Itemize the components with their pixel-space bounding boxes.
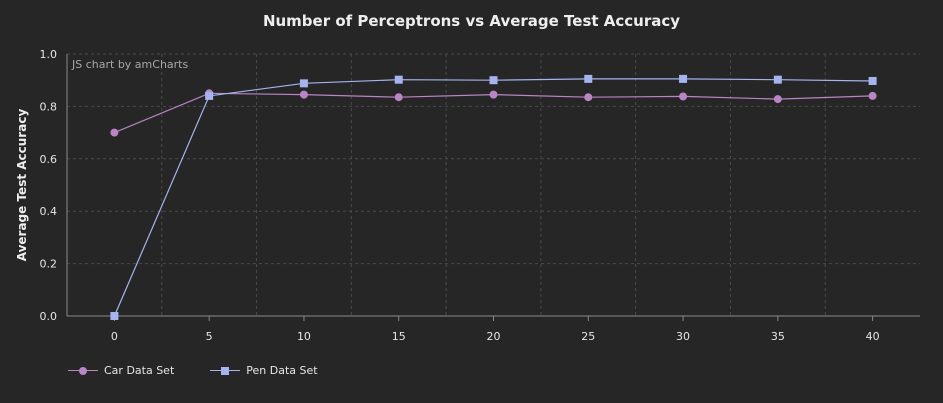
car-data-point xyxy=(489,90,498,99)
pen-data-point xyxy=(489,76,498,85)
series-layer xyxy=(110,74,877,320)
y-tick-label: 1.0 xyxy=(40,48,58,61)
chart-credit-link[interactable]: JS chart by amCharts xyxy=(72,58,189,71)
circle-marker-icon xyxy=(79,366,87,375)
x-tick-label: 30 xyxy=(676,330,690,343)
legend-pen-marker xyxy=(210,365,241,377)
legend-car-label: Car Data Set xyxy=(104,364,175,377)
car-data-point xyxy=(868,91,877,100)
chart-title: Number of Perceptrons vs Average Test Ac… xyxy=(262,12,681,30)
pen-data-point xyxy=(679,74,688,83)
legend-item-pen[interactable]: Pen Data Set xyxy=(210,364,318,377)
axes: 0.0 0.2 0.4 0.6 0.8 1.0 0 5 10 15 20 25 30 35 40 xyxy=(40,48,920,343)
grid xyxy=(67,53,920,316)
pen-data-point xyxy=(110,312,119,320)
x-tick-label: 15 xyxy=(392,330,406,343)
car-data-point xyxy=(584,93,593,102)
legend-item-car[interactable]: Car Data Set xyxy=(68,364,174,377)
y-tick-label: 0.0 xyxy=(40,310,58,323)
pen-data-point xyxy=(299,79,308,88)
legend-pen-label: Pen Data Set xyxy=(246,364,318,377)
legend-car-marker xyxy=(68,365,98,377)
pen-data-point xyxy=(868,76,877,85)
car-data-point xyxy=(394,93,403,102)
x-tick-label: 0 xyxy=(111,330,118,343)
x-tick-label: 20 xyxy=(487,330,501,343)
square-marker-icon xyxy=(221,366,230,375)
car-data-point xyxy=(299,90,308,99)
pen-data-point xyxy=(205,91,214,100)
y-tick-label: 0.8 xyxy=(40,100,58,113)
x-tick-label: 35 xyxy=(771,330,785,343)
series-line-0 xyxy=(114,92,873,134)
y-tick-label: 0.6 xyxy=(40,153,58,166)
x-tick-label: 10 xyxy=(297,330,311,343)
x-tick-label: 5 xyxy=(206,330,213,343)
car-data-point xyxy=(679,92,688,101)
car-data-point xyxy=(110,128,119,137)
y-tick-label: 0.2 xyxy=(40,258,58,271)
legend: Car Data Set Pen Data Set xyxy=(68,364,318,377)
car-data-point xyxy=(773,95,782,104)
series-line-1 xyxy=(113,78,873,317)
x-tick-label: 40 xyxy=(866,330,880,343)
pen-data-point xyxy=(773,75,782,84)
pen-data-point xyxy=(584,74,593,83)
y-tick-label: 0.4 xyxy=(40,205,58,218)
x-tick-label: 25 xyxy=(581,330,595,343)
pen-data-point xyxy=(394,75,403,84)
